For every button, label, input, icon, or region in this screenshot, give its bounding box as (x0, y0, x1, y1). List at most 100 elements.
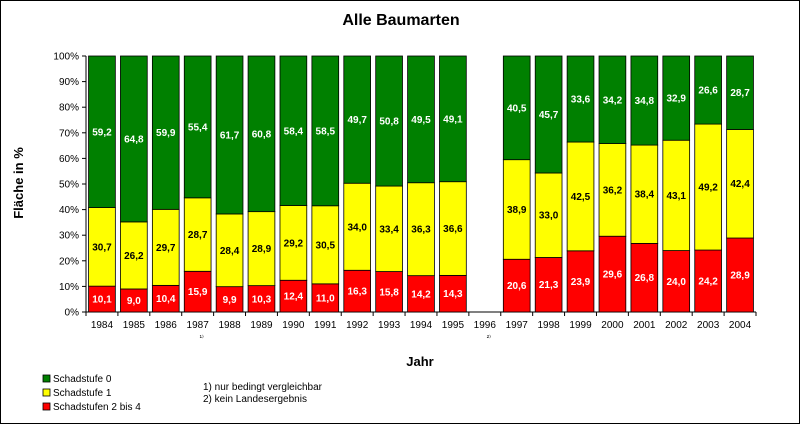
bar-segment (598, 143, 627, 237)
data-label: 43,1 (667, 191, 687, 202)
data-label: 28,7 (188, 230, 208, 241)
plot-area: 0% 10% 20% 30% 40% 50% 60% 70% 80% 90% 100% 1984 198… (53, 52, 757, 342)
bar-segment (534, 172, 563, 258)
bar-segment (215, 55, 244, 215)
bar-segment (311, 205, 340, 285)
footnote-text: 2) kein Landesergebnis (203, 394, 307, 405)
data-label: 16,3 (347, 287, 367, 298)
data-label: 50,8 (379, 117, 399, 128)
data-label: 20,6 (507, 281, 527, 292)
bar-segment (694, 249, 722, 313)
x-tick-label: 2004 (729, 320, 752, 331)
y-tick-label: 70% (59, 128, 79, 139)
y-tick-label: 0% (65, 308, 80, 319)
data-label: 28,9 (252, 244, 272, 255)
data-label: 36,3 (411, 225, 431, 236)
x-tick-label: 1995 (442, 320, 465, 331)
bar-segment (279, 205, 308, 281)
x-tick-label: 1984 (91, 320, 114, 331)
bar-segment (439, 55, 467, 183)
data-label: 10,4 (156, 294, 176, 305)
x-tick-label: 1986 (155, 320, 178, 331)
data-label: 64,8 (124, 134, 144, 145)
data-label: 49,5 (411, 115, 431, 126)
x-tick-label: 1991 (314, 320, 337, 331)
data-label: 42,4 (730, 179, 750, 190)
data-label: 24,0 (667, 277, 687, 288)
data-label: 59,9 (156, 128, 176, 139)
legend-label: Schadstufe 0 (53, 374, 112, 385)
bar-segment (534, 257, 563, 313)
data-label: 29,2 (284, 238, 304, 249)
data-label: 26,2 (124, 251, 144, 262)
data-label: 29,6 (603, 270, 623, 281)
bar-segment (662, 55, 691, 141)
y-axis-label: Fläche in % (11, 147, 26, 219)
data-label: 24,2 (698, 277, 718, 288)
x-tick-label: 1985 (123, 320, 146, 331)
bar-segment (247, 55, 276, 213)
bar-segment (407, 182, 435, 277)
bar-segment (694, 55, 722, 125)
bar-segment (630, 55, 659, 146)
bar-segment (120, 55, 148, 223)
bar-segment (534, 55, 563, 174)
data-label: 58,4 (284, 126, 304, 137)
x-tick-label: 2003 (697, 320, 720, 331)
data-label: 14,2 (411, 289, 431, 300)
y-tick-label: 80% (59, 103, 79, 114)
bar-segment (439, 274, 467, 313)
bar-segment (215, 286, 244, 313)
data-label: 49,1 (443, 114, 463, 125)
x-tick-label: 1994 (410, 320, 433, 331)
category-footnote-mark: ¹⁾ (200, 334, 204, 342)
y-tick-label: 20% (59, 256, 79, 267)
x-tick-label: 1997 (506, 320, 529, 331)
bar-segment (726, 55, 754, 130)
data-label: 38,4 (635, 190, 655, 201)
bar-segment (343, 55, 371, 184)
bar-segment (120, 221, 148, 290)
bar-segment (183, 270, 212, 313)
data-label: 30,5 (316, 240, 336, 251)
y-tick-label: 40% (59, 205, 79, 216)
data-label: 55,4 (188, 122, 208, 133)
legend-label: Schadstufe 1 (53, 388, 112, 399)
data-label: 9,9 (223, 295, 237, 306)
data-label: 21,3 (539, 280, 559, 291)
y-tick-label: 60% (59, 154, 79, 165)
data-label: 40,5 (507, 103, 527, 114)
data-label: 12,4 (284, 292, 304, 303)
data-label: 33,6 (571, 95, 591, 106)
data-label: 14,3 (443, 289, 463, 300)
bar-segment (502, 55, 531, 161)
bar-segment (630, 242, 659, 313)
bar-segment (151, 208, 180, 286)
bar-segment (566, 141, 595, 252)
bar-segment (502, 258, 531, 313)
bar-segment (151, 284, 180, 313)
legend-swatch (42, 374, 51, 383)
legend-swatch (42, 402, 51, 411)
bar-segment (726, 237, 754, 313)
x-tick-label: 1990 (282, 320, 305, 331)
data-label: 34,2 (603, 95, 623, 106)
x-tick-label: 1992 (346, 320, 369, 331)
bar-segment (279, 279, 308, 313)
data-label: 9,0 (127, 296, 141, 307)
bar-segment (247, 211, 276, 287)
data-label: 59,2 (92, 127, 112, 138)
data-label: 32,9 (667, 94, 687, 105)
data-label: 26,8 (635, 273, 655, 284)
data-label: 61,7 (220, 130, 240, 141)
bar-segment (375, 55, 403, 187)
legend-label: Schadstufen 2 bis 4 (53, 402, 141, 413)
data-label: 38,9 (507, 205, 527, 216)
data-label: 15,9 (188, 287, 208, 298)
bar-segment (343, 182, 371, 271)
legend-swatch (42, 388, 51, 397)
data-label: 60,8 (252, 129, 272, 140)
